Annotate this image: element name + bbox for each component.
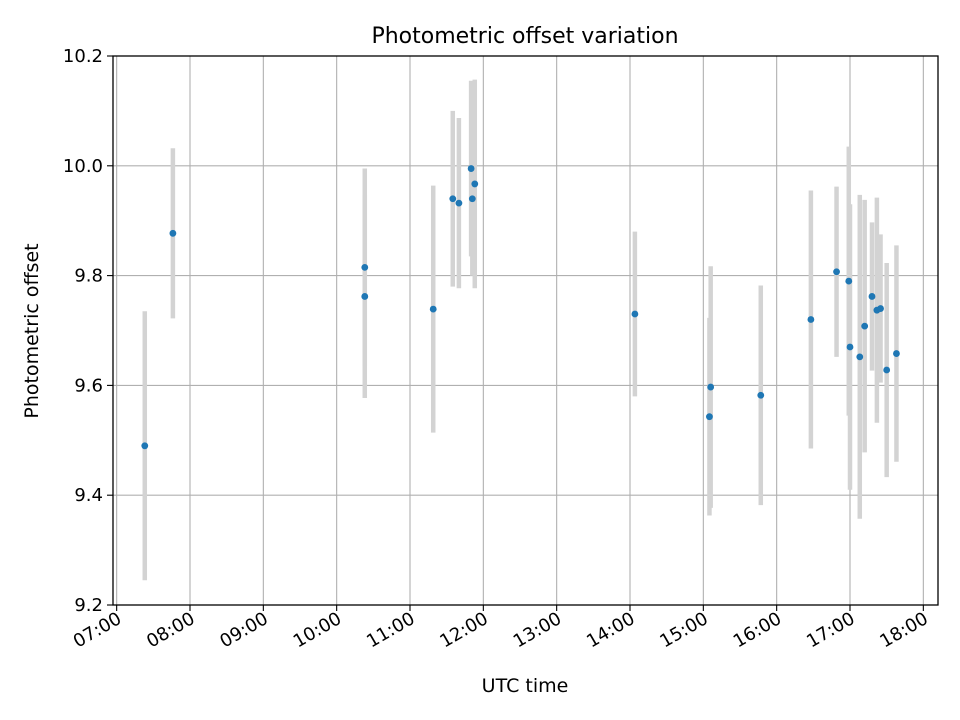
data-point: [455, 199, 463, 207]
data-point: [893, 350, 900, 357]
y-tick-label: 9.2: [74, 595, 103, 616]
data-point: [471, 180, 479, 188]
x-axis-label: UTC time: [482, 675, 569, 697]
axes-frame: [112, 55, 939, 606]
data-point: [856, 353, 864, 361]
data-point: [429, 305, 437, 313]
data-point: [467, 165, 475, 172]
data-point: [141, 442, 149, 450]
y-axis-ticks: 9.2 9.4 9.6 9.8 10.0 10.2: [63, 46, 113, 616]
data-point: [707, 383, 715, 391]
data-point: [706, 413, 713, 421]
data-point: [845, 277, 853, 285]
y-tick-label: 10.2: [63, 46, 103, 67]
data-point: [877, 305, 884, 312]
data-point: [883, 366, 891, 374]
plot-area: [113, 56, 938, 605]
data-point: [361, 293, 369, 300]
data-point: [846, 343, 854, 351]
data-points: [141, 165, 900, 450]
data-point: [169, 229, 177, 237]
data-point: [807, 316, 815, 323]
y-tick-label: 9.6: [74, 375, 103, 396]
data-point: [449, 195, 457, 203]
y-tick-label: 9.4: [74, 485, 103, 506]
y-tick-label: 10.0: [63, 156, 103, 177]
data-point: [861, 322, 869, 330]
data-point: [361, 263, 369, 271]
y-axis-label: Photometric offset: [21, 243, 43, 418]
data-point: [757, 391, 765, 399]
data-point: [631, 310, 639, 318]
data-point: [833, 268, 840, 276]
data-point: [868, 293, 876, 300]
y-tick-label: 9.8: [74, 266, 103, 287]
chart-title: Photometric offset variation: [371, 24, 678, 49]
data-point: [468, 195, 476, 203]
